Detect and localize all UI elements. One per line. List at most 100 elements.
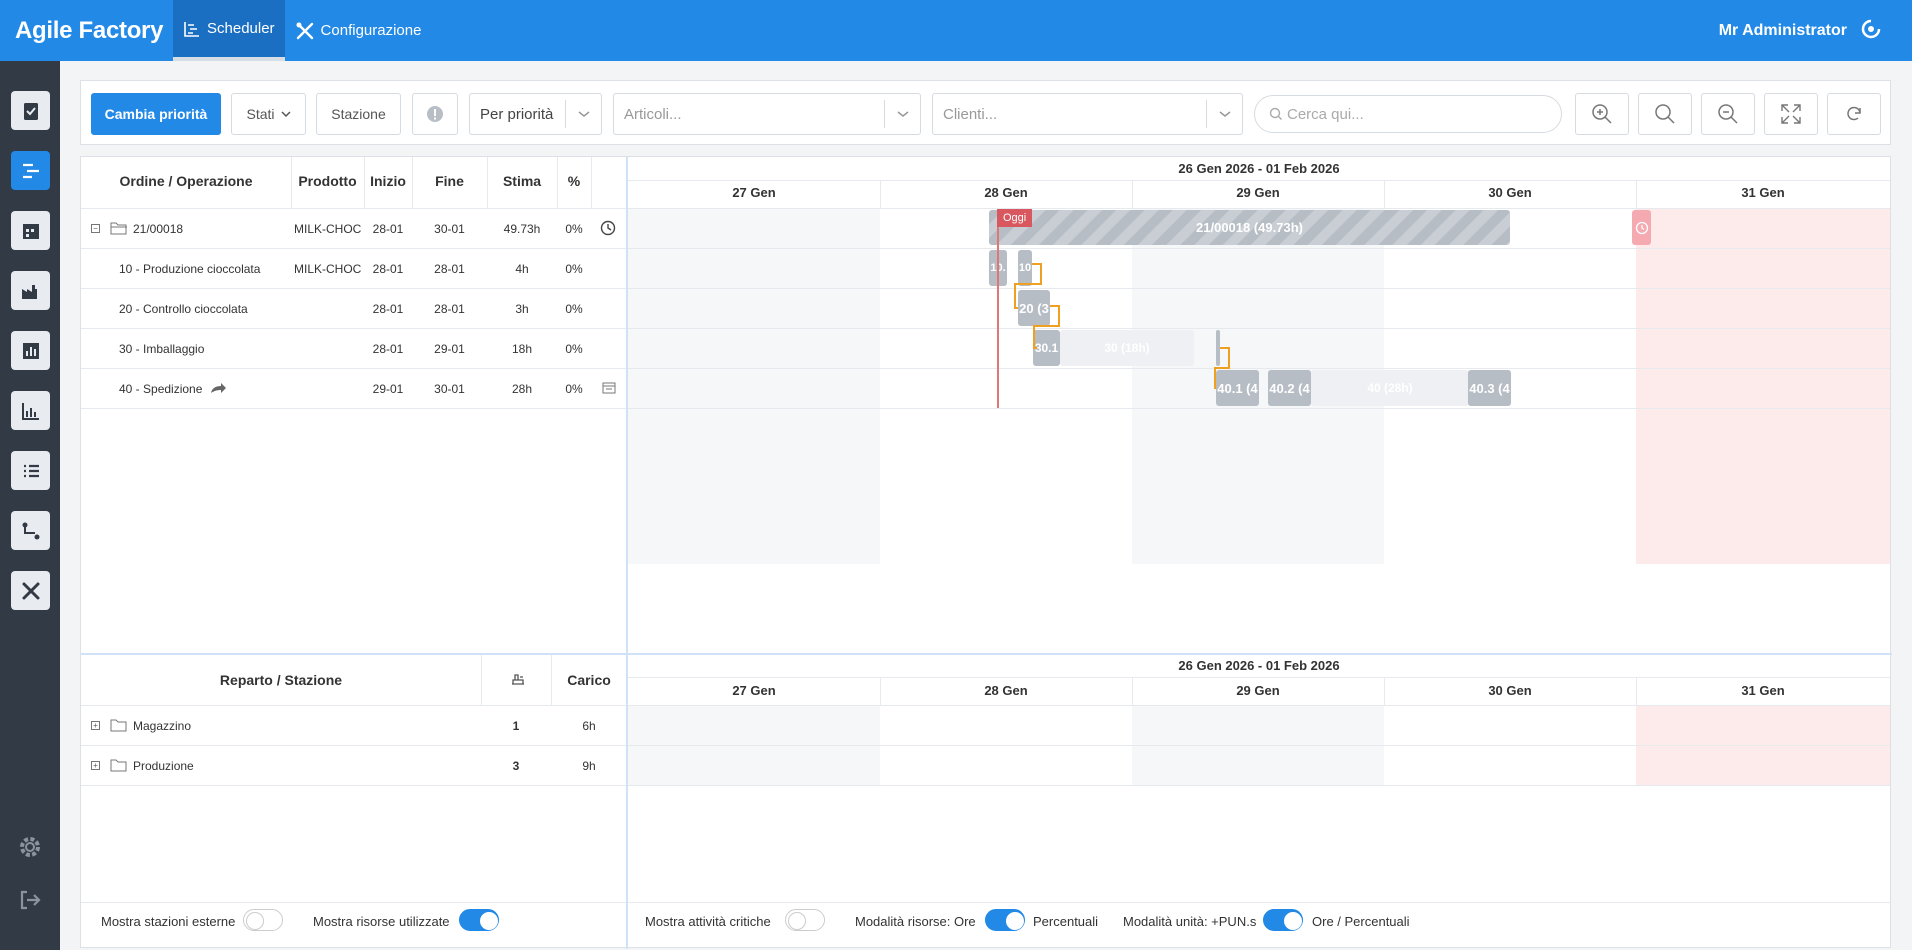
col-divider [1132, 677, 1133, 705]
col-divider [1132, 180, 1133, 208]
flow-icon [22, 522, 39, 539]
clipboard-check-icon [23, 102, 38, 120]
logout-icon[interactable] [17, 887, 43, 913]
chevron-down-icon [280, 111, 291, 118]
sidebar-item-reports[interactable] [11, 331, 50, 370]
clienti-select[interactable]: Clienti... [932, 93, 1243, 135]
col-header-start[interactable]: Inizio [370, 173, 406, 189]
alert-button[interactable] [412, 93, 458, 135]
operation-name[interactable]: 20 - Controllo cioccolata [119, 302, 248, 316]
gantt-bar-op40[interactable]: 40.2 (4 [1268, 370, 1311, 406]
gantt-bar-op40[interactable]: 40.1 (4 [1216, 370, 1259, 406]
deadline-marker[interactable] [1632, 210, 1651, 245]
gantt-bar-op40[interactable]: 40.3 (4 [1468, 370, 1511, 406]
gantt-day-label: 31 Gen [1741, 185, 1785, 200]
clock-icon[interactable] [600, 220, 616, 236]
sidebar-item-tasks[interactable] [11, 91, 50, 130]
gantt-day-label: 31 Gen [1741, 683, 1785, 698]
col-divider [1384, 180, 1385, 208]
top-bar: Agile Factory Scheduler Configurazione M… [0, 0, 1912, 61]
articoli-select[interactable]: Articoli... [613, 93, 921, 135]
app-title: Agile Factory [15, 16, 164, 44]
gear-icon[interactable] [17, 834, 43, 860]
unit-mode-toggle[interactable] [1263, 909, 1303, 931]
tab-scheduler[interactable]: Scheduler [173, 0, 285, 61]
order-start: 28-01 [372, 222, 404, 236]
gantt-day-label: 30 Gen [1488, 683, 1532, 698]
sidebar-item-factory[interactable] [11, 271, 50, 310]
dependency-link [1214, 347, 1230, 389]
col-header-percent[interactable]: % [567, 173, 581, 189]
row-divider [81, 208, 1890, 209]
col-header-product[interactable]: Prodotto [298, 173, 357, 189]
vertical-splitter[interactable] [626, 157, 628, 949]
critical-activities-toggle[interactable] [785, 909, 825, 931]
search-icon [1269, 107, 1282, 120]
order-name[interactable]: 21/00018 [133, 222, 184, 236]
line-chart-icon [21, 402, 39, 420]
used-resources-toggle[interactable] [459, 909, 499, 931]
zoom-out-icon [1718, 104, 1738, 124]
critical-activities-label: Mostra attività critiche [645, 914, 771, 929]
collapse-toggle[interactable]: − [91, 224, 100, 233]
operation-estimate: 28h [511, 382, 533, 396]
calendar-icon[interactable] [602, 382, 616, 394]
stazione-button[interactable]: Stazione [316, 93, 401, 135]
sort-select[interactable]: Per priorità [469, 93, 602, 135]
operation-name[interactable]: 30 - Imballaggio [119, 342, 205, 356]
toolbar: Cambia priorità Stati Stazione Per prior… [80, 80, 1891, 145]
operation-name[interactable]: 40 - Spedizione [119, 382, 203, 396]
sidebar-item-list[interactable] [11, 451, 50, 490]
col-header-estimate[interactable]: Stima [502, 173, 542, 189]
chevron-down-icon [565, 100, 601, 128]
col-divider [551, 655, 552, 705]
sidebar [0, 61, 60, 950]
gantt-week-label-lower: 26 Gen 2026 - 01 Feb 2026 [1178, 658, 1340, 673]
gantt-summary-bar[interactable]: 21/00018 (49.73h) [989, 210, 1510, 245]
fit-button[interactable] [1764, 93, 1818, 135]
change-priority-button[interactable]: Cambia priorità [91, 93, 221, 135]
search-input[interactable]: Cerca qui... [1254, 95, 1562, 133]
sidebar-item-scheduler[interactable] [11, 151, 50, 190]
external-stations-label: Mostra stazioni esterne [101, 914, 236, 929]
gantt-bar-op30[interactable]: 30.1 [1033, 330, 1060, 366]
row-divider [81, 408, 1890, 409]
scheduler-main: Ordine / Operazione Prodotto Inizio Fine… [80, 156, 1892, 949]
operation-percent: 0% [565, 382, 583, 396]
col-header-load[interactable]: Carico [567, 672, 611, 688]
col-divider [481, 655, 482, 705]
sidebar-item-settings-tools[interactable] [11, 571, 50, 610]
col-header-order[interactable]: Ordine / Operazione [119, 173, 253, 189]
row-divider [628, 677, 1890, 678]
operation-estimate: 4h [515, 262, 529, 276]
col-header-end[interactable]: Fine [435, 173, 464, 189]
resource-mode-toggle[interactable] [985, 909, 1025, 931]
gantt-bar-op10[interactable]: 10 [1018, 250, 1032, 286]
zoom-in-button[interactable] [1575, 93, 1629, 135]
row-divider [81, 705, 1890, 706]
gantt-bar-op20[interactable]: 20 (3 [1018, 290, 1050, 326]
gantt-bar-op30-end[interactable] [1216, 330, 1220, 366]
sidebar-item-analytics[interactable] [11, 391, 50, 430]
expand-toggle[interactable]: + [91, 721, 100, 730]
station-name[interactable]: Magazzino [133, 719, 192, 733]
gantt-day-label: 28 Gen [984, 185, 1028, 200]
unit-mode-label: Modalità unità: +PUN.s [1123, 914, 1257, 929]
user-name[interactable]: Mr Administrator [1718, 22, 1847, 39]
refresh-button[interactable] [1827, 93, 1881, 135]
expand-toggle[interactable]: + [91, 761, 100, 770]
col-header-station[interactable]: Reparto / Stazione [219, 672, 343, 688]
operation-name[interactable]: 10 - Produzione cioccolata [119, 262, 261, 276]
sidebar-item-warehouse[interactable] [11, 211, 50, 250]
zoom-out-button[interactable] [1701, 93, 1755, 135]
logo-swirl-icon[interactable] [1860, 18, 1882, 40]
zoom-reset-button[interactable] [1638, 93, 1692, 135]
horizontal-splitter[interactable] [81, 653, 1892, 655]
day-bg [628, 208, 880, 564]
tab-configurazione-label: Configurazione [320, 22, 422, 39]
station-name[interactable]: Produzione [133, 759, 194, 773]
tab-configurazione[interactable]: Configurazione [285, 0, 432, 61]
sidebar-item-routing[interactable] [11, 511, 50, 550]
stati-dropdown[interactable]: Stati [231, 93, 306, 135]
external-stations-toggle[interactable] [243, 909, 283, 931]
